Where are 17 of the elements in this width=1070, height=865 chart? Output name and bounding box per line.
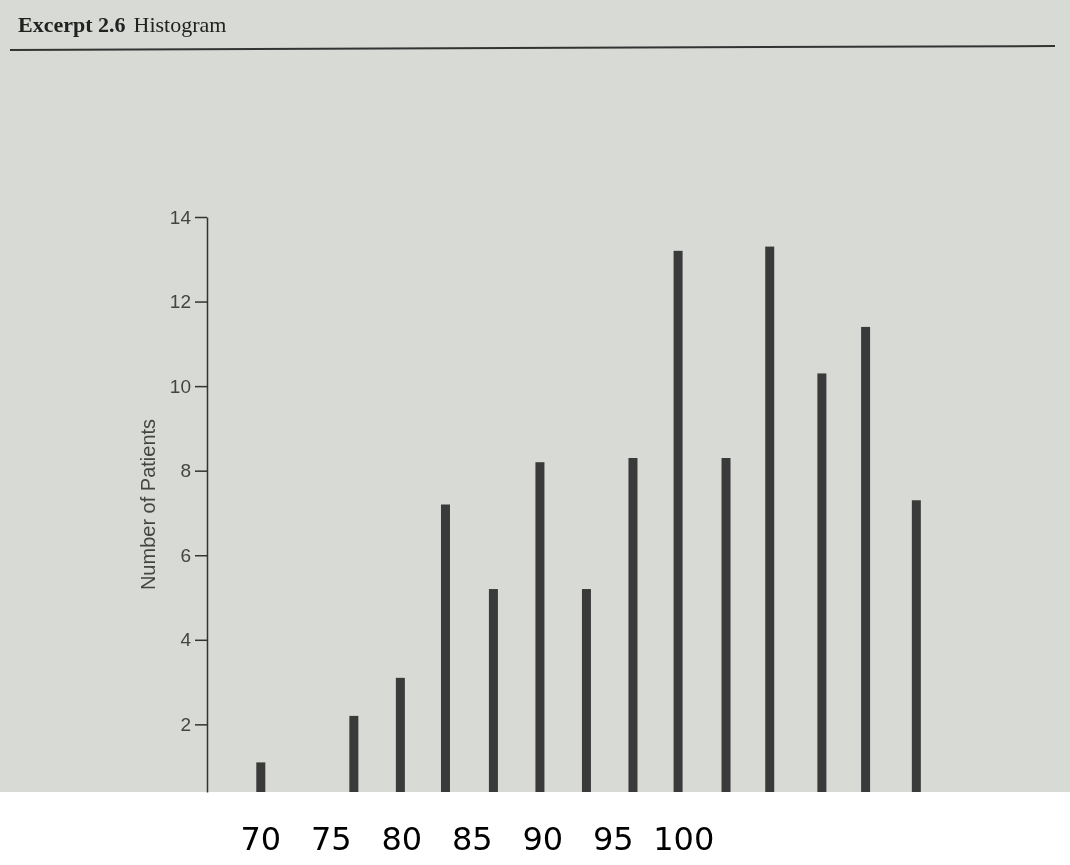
chart-title: Excerpt 2.6 xyxy=(18,12,126,37)
y-axis-title: Number of Patients xyxy=(137,418,159,591)
chart-subtitle: Histogram xyxy=(133,12,227,37)
y-tick-label: 10 xyxy=(169,375,191,397)
x-tick-label: 80 xyxy=(381,820,423,858)
y-tick-label: 14 xyxy=(169,206,192,228)
x-tick-label: 70 xyxy=(240,820,282,858)
y-tick-label: 4 xyxy=(180,629,192,651)
x-tick-label: 100 xyxy=(653,820,715,858)
y-tick-label: 12 xyxy=(169,291,191,313)
x-tick-label: 95 xyxy=(592,820,634,858)
y-tick-label: 2 xyxy=(180,713,191,735)
x-tick-label: 90 xyxy=(522,820,564,858)
y-tick-label: 6 xyxy=(180,544,191,566)
x-tick-label: 85 xyxy=(451,820,493,858)
y-tick-label: 8 xyxy=(180,460,191,482)
x-tick-label: 75 xyxy=(310,820,352,858)
